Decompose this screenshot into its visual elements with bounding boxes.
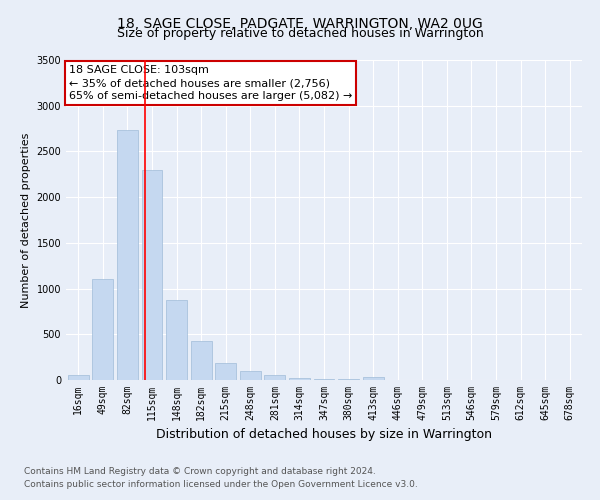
Bar [142,170,163,380]
Bar [215,363,236,380]
Text: Contains public sector information licensed under the Open Government Licence v3: Contains public sector information licen… [24,480,418,489]
Bar [191,340,212,380]
Bar [265,375,286,380]
Text: Size of property relative to detached houses in Warrington: Size of property relative to detached ho… [116,28,484,40]
Bar [338,379,359,380]
Bar [166,300,187,380]
Bar [68,376,89,380]
Text: 18, SAGE CLOSE, PADGATE, WARRINGTON, WA2 0UG: 18, SAGE CLOSE, PADGATE, WARRINGTON, WA2… [117,18,483,32]
X-axis label: Distribution of detached houses by size in Warrington: Distribution of detached houses by size … [156,428,492,442]
Bar [92,280,113,380]
Bar [362,378,383,380]
Text: 18 SAGE CLOSE: 103sqm
← 35% of detached houses are smaller (2,756)
65% of semi-d: 18 SAGE CLOSE: 103sqm ← 35% of detached … [68,65,352,101]
Bar [240,371,261,380]
Bar [289,378,310,380]
Bar [314,379,334,380]
Text: Contains HM Land Registry data © Crown copyright and database right 2024.: Contains HM Land Registry data © Crown c… [24,467,376,476]
Y-axis label: Number of detached properties: Number of detached properties [21,132,31,308]
Bar [117,130,138,380]
